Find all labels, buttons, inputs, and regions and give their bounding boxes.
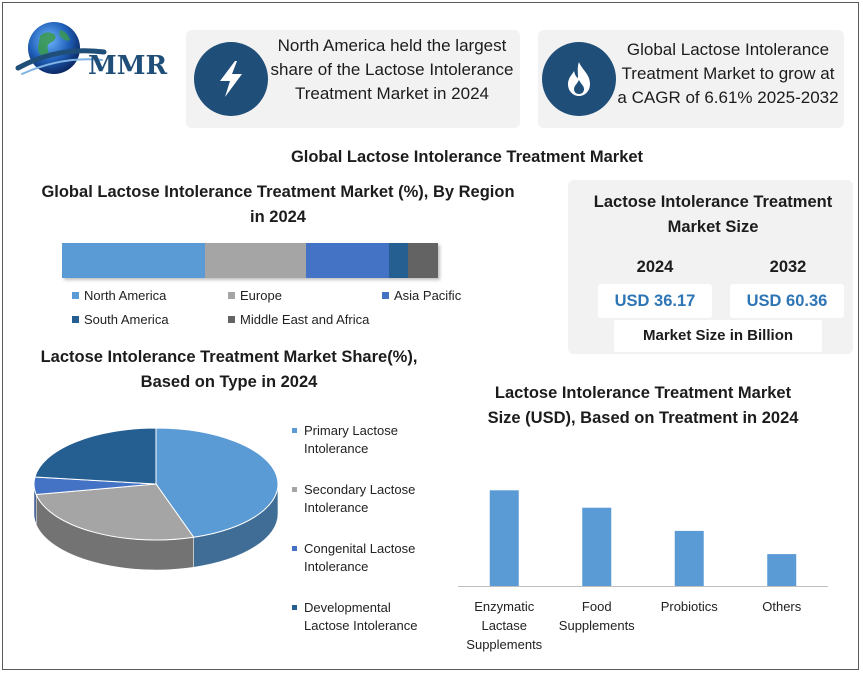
x-tick-label-others: Others bbox=[762, 599, 802, 614]
legend-item-middle-east-and-africa: Middle East and Africa bbox=[228, 312, 369, 327]
legend-item-primary-lactose-intolerance: Primary Lactose Intolerance bbox=[292, 422, 436, 458]
card-text: Global Lactose Intolerance Treatment Mar… bbox=[617, 40, 839, 107]
treatment-x-axis-labels: Enzymatic Lactase Supplements Food Supple… bbox=[458, 597, 828, 657]
bar-others bbox=[767, 554, 797, 586]
market-size-note: Market Size in Billion bbox=[614, 320, 822, 352]
legend-swatch bbox=[292, 487, 297, 492]
year-2024-label: 2024 bbox=[636, 258, 674, 276]
mmr-logo: MMR bbox=[14, 18, 184, 88]
legend-label: Secondary Lactose Intolerance bbox=[304, 482, 416, 515]
card-text: North America held the largest share of … bbox=[270, 36, 514, 103]
legend-item-south-america: South America bbox=[72, 312, 169, 327]
legend-item-developmental-lactose-intolerance: Developmental Lactose Intolerance bbox=[292, 599, 436, 635]
flame-icon bbox=[542, 42, 616, 116]
legend-item-asia-pacific: Asia Pacific bbox=[382, 288, 461, 303]
legend-label: Developmental Lactose Intolerance bbox=[304, 600, 418, 633]
pie-slice-primary-lactose-intolerance bbox=[155, 427, 279, 538]
legend-label: Congenital Lactose Intolerance bbox=[304, 541, 416, 574]
legend-swatch bbox=[292, 605, 297, 610]
legend-swatch bbox=[228, 316, 235, 323]
bar-segment-asia-pacific bbox=[306, 243, 390, 278]
bar-food-supplements bbox=[582, 507, 612, 586]
x-tick-label-food-supplements: Food Supplements bbox=[558, 599, 635, 633]
market-size-2024-value: USD 36.17 bbox=[598, 284, 712, 318]
region-stacked-bar bbox=[62, 243, 438, 278]
type-pie-chart-title: Lactose Intolerance Treatment Market Sha… bbox=[40, 348, 418, 391]
lightning-bolt-icon bbox=[194, 42, 268, 116]
legend-swatch bbox=[382, 292, 389, 299]
bar-enzymatic-lactase-supplements bbox=[489, 490, 519, 586]
market-size-2032-value: USD 60.36 bbox=[730, 284, 844, 318]
pie-slice-developmental-lactose-intolerance bbox=[34, 427, 157, 485]
region-chart-title: Global Lactose Intolerance Treatment Mar… bbox=[41, 183, 515, 226]
bar-segment-europe bbox=[204, 243, 307, 278]
info-card-north-america: North America held the largest share of … bbox=[186, 30, 520, 128]
bar-segment-middle-east-and-africa bbox=[407, 243, 438, 278]
legend-swatch bbox=[72, 316, 79, 323]
bar-probiotics bbox=[674, 530, 704, 586]
legend-label: Primary Lactose Intolerance bbox=[304, 423, 398, 456]
legend-swatch bbox=[228, 292, 235, 299]
region-legend: North America Europe Asia Pacific South Ame… bbox=[72, 288, 492, 336]
legend-item-north-america: North America bbox=[72, 288, 166, 303]
pie-slice-secondary-lactose-intolerance bbox=[35, 483, 195, 541]
treatment-bar-chart bbox=[458, 490, 828, 587]
legend-item-europe: Europe bbox=[228, 288, 282, 303]
legend-swatch bbox=[72, 292, 79, 299]
year-2032-label: 2032 bbox=[769, 258, 807, 276]
legend-item-secondary-lactose-intolerance: Secondary Lactose Intolerance bbox=[292, 481, 436, 517]
legend-swatch bbox=[292, 428, 297, 433]
svg-text:MMR: MMR bbox=[88, 51, 168, 81]
market-size-title: Lactose Intolerance Treatment Market Siz… bbox=[593, 193, 833, 236]
x-tick-label-probiotics: Probiotics bbox=[660, 599, 718, 614]
legend-item-congenital-lactose-intolerance: Congenital Lactose Intolerance bbox=[292, 540, 436, 576]
legend-label: South America bbox=[84, 312, 169, 327]
bar-segment-north-america bbox=[62, 243, 205, 278]
legend-label: Asia Pacific bbox=[394, 288, 462, 303]
main-title: Global Lactose Intolerance Treatment Mar… bbox=[290, 148, 644, 166]
legend-label: North America bbox=[84, 288, 167, 303]
treatment-chart-title: Lactose Intolerance Treatment Market Siz… bbox=[487, 384, 799, 427]
bar-segment-south-america bbox=[389, 243, 408, 278]
x-tick-label-enzymatic-lactase-supplements: Enzymatic Lactase Supplements bbox=[466, 599, 543, 652]
globe-logo-icon: MMR bbox=[15, 22, 168, 81]
legend-label: Middle East and Africa bbox=[240, 312, 370, 327]
info-card-cagr: Global Lactose Intolerance Treatment Mar… bbox=[538, 30, 844, 128]
legend-label: Europe bbox=[240, 288, 282, 303]
type-pie-chart bbox=[33, 427, 279, 571]
legend-swatch bbox=[292, 546, 297, 551]
